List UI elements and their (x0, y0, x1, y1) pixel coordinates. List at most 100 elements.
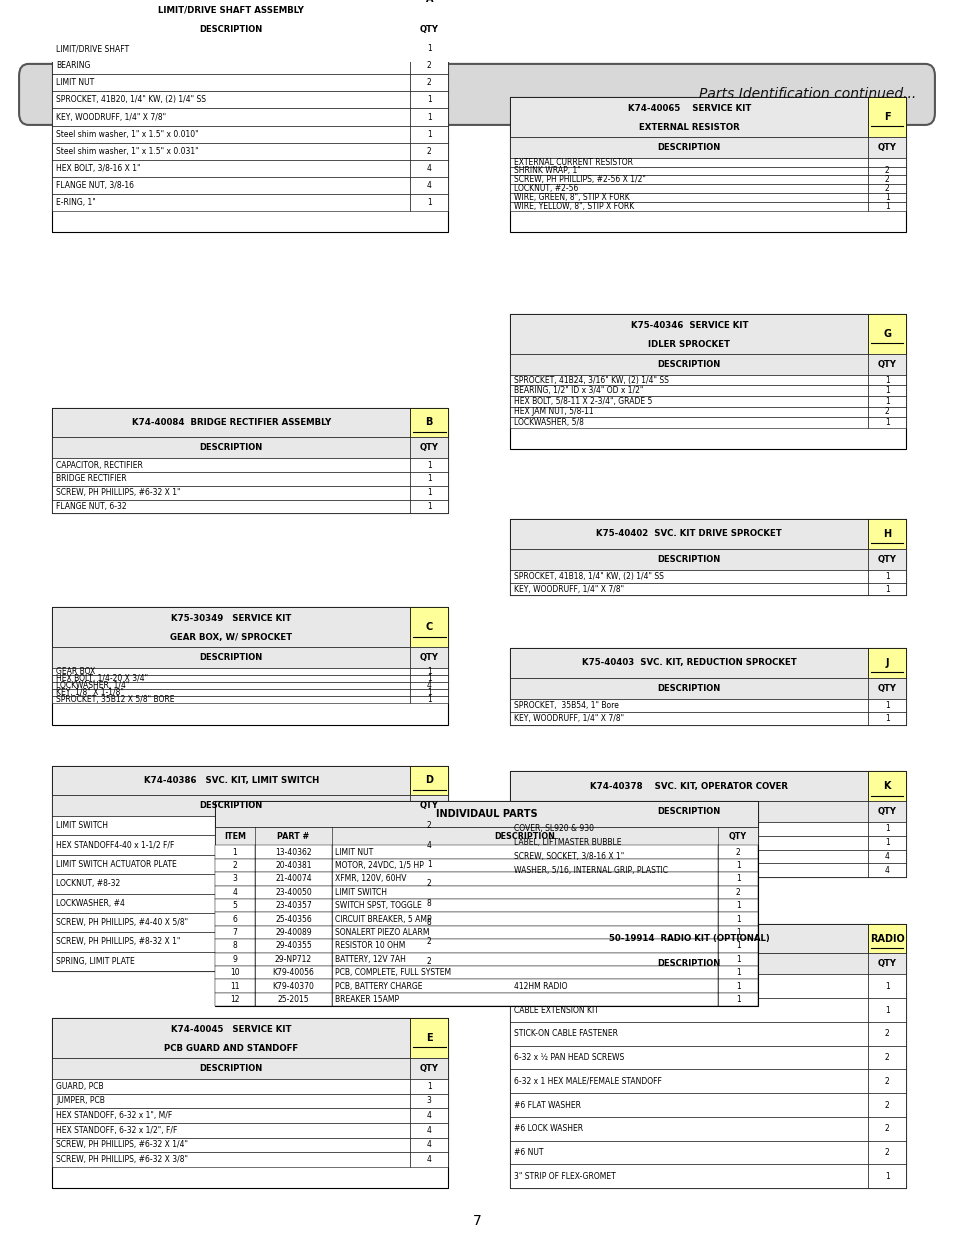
Bar (52, 485, 410, 499)
Text: STICK-ON CABLE FASTENER: STICK-ON CABLE FASTENER (514, 1029, 618, 1039)
Bar (510, 1046, 867, 1070)
Text: K75-30349   SERVICE KIT: K75-30349 SERVICE KIT (171, 615, 292, 624)
Bar (510, 396, 867, 406)
Bar (867, 1021, 905, 1046)
Bar (52, 1152, 410, 1167)
Text: KEY, 1/8" X 1-1/8": KEY, 1/8" X 1-1/8" (56, 688, 124, 698)
Text: K79-40056: K79-40056 (273, 968, 314, 977)
Text: 7: 7 (472, 1214, 481, 1228)
Text: 1: 1 (427, 501, 431, 511)
Bar (867, 569, 905, 583)
Text: FLANGE NUT, 3/8-16: FLANGE NUT, 3/8-16 (56, 180, 134, 189)
Text: DESCRIPTION: DESCRIPTION (199, 26, 263, 35)
Text: 4: 4 (426, 841, 432, 850)
Text: LIMIT SWITCH ACTUATOR PLATE: LIMIT SWITCH ACTUATOR PLATE (56, 860, 177, 869)
Text: BEARING, 1/2" ID x 3/4" OD x 1/2": BEARING, 1/2" ID x 3/4" OD x 1/2" (514, 387, 643, 395)
Text: 1: 1 (735, 955, 740, 963)
Bar (410, 668, 448, 676)
Bar (510, 711, 867, 725)
Bar (867, 1165, 905, 1188)
Bar (867, 648, 905, 678)
Text: 2: 2 (884, 1029, 888, 1039)
Bar (52, 1094, 410, 1108)
Text: QTY: QTY (419, 443, 438, 452)
Text: 5: 5 (233, 902, 237, 910)
Text: HEX BOLT, 1/4-20 X 3/4": HEX BOLT, 1/4-20 X 3/4" (56, 674, 149, 683)
Text: 1: 1 (884, 700, 888, 710)
Text: 29-40355: 29-40355 (274, 941, 312, 951)
Bar (410, 676, 448, 682)
Bar (410, 177, 448, 194)
Text: 1: 1 (427, 112, 431, 121)
Text: LIMIT NUT: LIMIT NUT (335, 847, 374, 857)
Text: 8: 8 (427, 918, 431, 927)
Text: 4: 4 (426, 163, 432, 173)
Text: 1: 1 (735, 927, 740, 937)
Text: SPROCKET, 35B12 X 5/8" BORE: SPROCKET, 35B12 X 5/8" BORE (56, 695, 174, 704)
Text: 2: 2 (884, 1077, 888, 1086)
Text: 1: 1 (427, 860, 431, 869)
Text: PCB GUARD AND STANDOFF: PCB GUARD AND STANDOFF (164, 1044, 298, 1053)
Bar (410, 608, 448, 647)
Bar (510, 953, 867, 974)
Text: RESISTOR 10 OHM: RESISTOR 10 OHM (335, 941, 405, 951)
Bar (410, 952, 448, 971)
Text: HEX STANDOFF, 6-32 x 1/2", F/F: HEX STANDOFF, 6-32 x 1/2", F/F (56, 1126, 177, 1135)
Text: SPROCKET,  35B54, 1" Bore: SPROCKET, 35B54, 1" Bore (514, 700, 618, 710)
Text: EXTERNAL CURRENT RESISTOR: EXTERNAL CURRENT RESISTOR (514, 158, 633, 167)
Bar (410, 74, 448, 91)
Text: 50-19914  RADIO KIT (OPTIONAL): 50-19914 RADIO KIT (OPTIONAL) (608, 934, 769, 944)
Text: 1: 1 (884, 714, 888, 722)
Bar (52, 159, 410, 177)
Text: 2: 2 (427, 879, 431, 888)
Bar (867, 863, 905, 877)
Bar (410, 0, 448, 20)
Bar (867, 158, 905, 167)
Text: HEX JAM NUT, 5/8-11: HEX JAM NUT, 5/8-11 (514, 408, 593, 416)
Text: 2: 2 (884, 184, 888, 193)
Bar (410, 1137, 448, 1152)
Bar (52, 1079, 410, 1094)
Bar (867, 998, 905, 1021)
Bar (214, 939, 758, 952)
Bar (510, 648, 867, 678)
Text: PCB, BATTERY CHARGE: PCB, BATTERY CHARGE (335, 982, 422, 990)
Text: 1: 1 (884, 982, 888, 990)
Bar (867, 924, 905, 953)
Text: HEX BOLT, 5/8-11 X 2-3/4", GRADE 5: HEX BOLT, 5/8-11 X 2-3/4", GRADE 5 (514, 396, 652, 406)
Text: SPRING, LIMIT PLATE: SPRING, LIMIT PLATE (56, 957, 135, 966)
Bar (410, 458, 448, 472)
Text: 1: 1 (735, 941, 740, 951)
Text: WASHER, 5/16, INTERNAL GRIP, PLASTIC: WASHER, 5/16, INTERNAL GRIP, PLASTIC (514, 866, 667, 874)
Text: 1: 1 (427, 1082, 431, 1091)
Text: 3" STRIP OF FLEX-GROMET: 3" STRIP OF FLEX-GROMET (514, 1172, 616, 1181)
Bar (410, 913, 448, 932)
Text: 1: 1 (884, 375, 888, 384)
Bar (52, 74, 410, 91)
Text: K75-40346  SERVICE KIT: K75-40346 SERVICE KIT (630, 321, 747, 330)
Text: 1: 1 (884, 1172, 888, 1181)
Bar (52, 855, 410, 874)
Text: CAPACITOR, RECTIFIER: CAPACITOR, RECTIFIER (56, 461, 143, 469)
Text: 1: 1 (735, 861, 740, 869)
Bar (214, 979, 758, 993)
Bar (867, 823, 905, 836)
Text: QTY: QTY (419, 653, 438, 662)
Text: H: H (882, 529, 890, 538)
Text: LOCKNUT, #8-32: LOCKNUT, #8-32 (56, 879, 120, 888)
Bar (52, 894, 410, 913)
Bar (867, 699, 905, 711)
Text: INDIVIDAUL PARTS: INDIVIDAUL PARTS (436, 809, 537, 819)
Text: SCREW, PH PHILLIPS, #6-32 X 1": SCREW, PH PHILLIPS, #6-32 X 1" (56, 488, 181, 498)
Bar (410, 485, 448, 499)
Bar (510, 314, 867, 353)
Text: 1: 1 (427, 674, 431, 683)
Bar (867, 314, 905, 353)
Text: QTY: QTY (419, 26, 438, 35)
Bar (52, 608, 448, 725)
Bar (52, 795, 410, 816)
Text: BATTERY, 12V 7AH: BATTERY, 12V 7AH (335, 955, 406, 963)
Text: DESCRIPTION: DESCRIPTION (199, 443, 263, 452)
Text: CABLE EXTENSION KIT: CABLE EXTENSION KIT (514, 1005, 598, 1015)
Bar (52, 952, 410, 971)
